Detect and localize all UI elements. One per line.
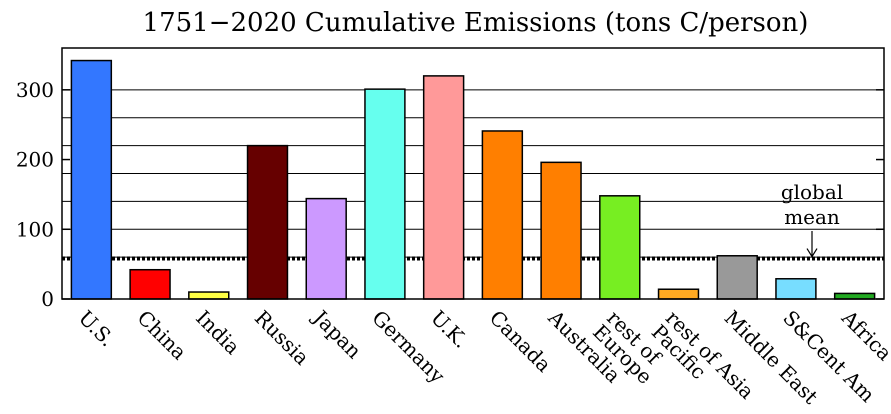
y-tick-label: 0 <box>41 287 54 311</box>
bars <box>70 59 876 300</box>
x-category-label: Canada <box>485 306 556 377</box>
x-category-label: Japan <box>307 304 366 363</box>
annotation-line-1: global <box>781 180 843 204</box>
x-category-label-line: U.S. <box>74 306 120 352</box>
x-category-label-line: Japan <box>307 304 366 363</box>
y-tick-label: 300 <box>16 78 54 102</box>
bar-canada <box>481 130 524 300</box>
bar-middle-east <box>716 255 758 300</box>
bar-u-k- <box>422 75 465 300</box>
gridlines <box>62 89 884 258</box>
x-category-label: India <box>191 306 245 360</box>
bar-india <box>188 291 230 300</box>
y-axis-ticks: 0 100 200 300 <box>16 78 884 311</box>
annotation-bg <box>782 208 842 228</box>
x-category-label-line: Russia <box>250 306 314 370</box>
x-category-label: China <box>133 306 192 365</box>
x-category-label-line: Canada <box>485 306 556 377</box>
x-category-label-line: China <box>133 306 192 365</box>
bar-china <box>129 268 171 300</box>
chart-title: 1751−2020 Cumulative Emissions (tons C/p… <box>142 8 809 38</box>
plot-frame <box>61 47 885 300</box>
bar-japan <box>305 197 347 300</box>
bar-rest-of-asia-pacific <box>657 288 700 300</box>
bar-germany <box>364 88 406 300</box>
bar-russia <box>246 144 289 300</box>
x-category-label-line: India <box>191 306 245 360</box>
bar-rest-of-europe <box>599 195 641 300</box>
annotation-arrow-head <box>806 248 818 258</box>
bar-australia <box>540 161 582 300</box>
bar-s-cent-am <box>775 278 817 300</box>
x-category-label: Russia <box>250 306 314 370</box>
x-category-label: U.S. <box>74 306 120 352</box>
y-tick-label: 200 <box>16 148 54 172</box>
bar-u-s- <box>70 59 113 300</box>
annotation-line-2: mean <box>784 205 840 229</box>
bar-africa <box>833 292 876 300</box>
y-tick-label: 100 <box>16 217 54 241</box>
x-category-label-line: U.K. <box>426 306 473 353</box>
x-category-label: U.K. <box>426 306 473 353</box>
